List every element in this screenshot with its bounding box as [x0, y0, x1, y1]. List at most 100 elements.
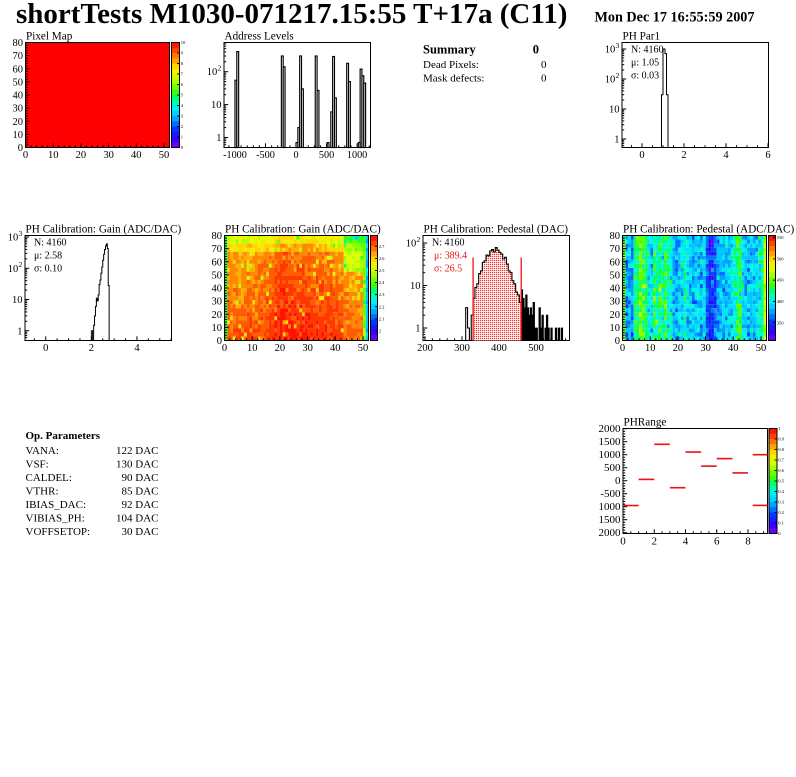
- svg-text:μ: 389.4: μ: 389.4: [434, 251, 467, 262]
- svg-text:2.5: 2.5: [379, 268, 385, 273]
- svg-text:1: 1: [216, 133, 221, 144]
- svg-text:50: 50: [212, 270, 223, 281]
- svg-text:70: 70: [13, 51, 24, 62]
- svg-text:1: 1: [415, 324, 420, 335]
- svg-text:0: 0: [18, 143, 23, 154]
- svg-text:0: 0: [620, 536, 626, 548]
- svg-text:1000: 1000: [599, 501, 622, 513]
- svg-text:85 DAC: 85 DAC: [122, 486, 159, 498]
- svg-text:0: 0: [620, 343, 625, 354]
- svg-text:2000: 2000: [599, 527, 622, 539]
- svg-text:20: 20: [76, 150, 87, 161]
- svg-text:2: 2: [89, 343, 94, 354]
- svg-text:10: 10: [8, 233, 19, 244]
- svg-text:IBIAS_DAC:: IBIAS_DAC:: [26, 499, 87, 511]
- svg-text:50: 50: [610, 270, 621, 281]
- svg-text:50: 50: [159, 150, 170, 161]
- svg-text:2: 2: [218, 64, 222, 73]
- svg-text:-1000: -1000: [223, 150, 247, 161]
- svg-text:90 DAC: 90 DAC: [122, 472, 159, 484]
- svg-text:0.9: 0.9: [778, 437, 784, 442]
- svg-text:Op. Parameters: Op. Parameters: [26, 430, 101, 442]
- svg-text:CALDEL:: CALDEL:: [26, 472, 72, 484]
- svg-text:2: 2: [379, 328, 382, 333]
- svg-text:4: 4: [134, 343, 140, 354]
- svg-text:80: 80: [610, 231, 621, 242]
- svg-text:500: 500: [604, 462, 621, 474]
- svg-text:N: 4160: N: 4160: [432, 238, 465, 249]
- svg-text:10: 10: [605, 75, 616, 86]
- svg-text:VANA:: VANA:: [26, 445, 59, 457]
- svg-text:3: 3: [616, 41, 620, 50]
- svg-text:30: 30: [103, 150, 114, 161]
- svg-text:10: 10: [609, 105, 620, 116]
- svg-text:6: 6: [765, 150, 770, 161]
- svg-text:80: 80: [13, 38, 24, 49]
- svg-text:60: 60: [212, 257, 223, 268]
- svg-text:0: 0: [181, 145, 184, 150]
- svg-text:70: 70: [610, 244, 621, 255]
- svg-text:1: 1: [614, 135, 619, 146]
- svg-text:N: 4160: N: 4160: [34, 238, 67, 249]
- svg-text:PH Calibration: Pedestal (DAC): PH Calibration: Pedestal (DAC): [424, 223, 569, 235]
- svg-text:50: 50: [756, 343, 767, 354]
- svg-text:3: 3: [19, 229, 23, 238]
- svg-text:92 DAC: 92 DAC: [122, 499, 159, 511]
- svg-text:2: 2: [681, 150, 686, 161]
- svg-text:0: 0: [615, 336, 620, 347]
- svg-text:10: 10: [406, 239, 417, 250]
- svg-text:40: 40: [330, 343, 341, 354]
- svg-text:9: 9: [181, 51, 184, 56]
- svg-text:σ: 26.5: σ: 26.5: [434, 264, 462, 275]
- svg-text:10: 10: [212, 323, 223, 334]
- svg-text:200: 200: [417, 343, 433, 354]
- svg-text:2: 2: [651, 536, 657, 548]
- svg-text:40: 40: [13, 91, 24, 102]
- svg-text:0.1: 0.1: [778, 521, 784, 526]
- svg-text:0: 0: [541, 73, 547, 85]
- svg-text:10: 10: [12, 295, 23, 306]
- svg-text:60: 60: [610, 257, 621, 268]
- svg-text:50: 50: [358, 343, 369, 354]
- svg-text:10: 10: [247, 343, 258, 354]
- svg-text:1: 1: [778, 426, 781, 431]
- svg-text:30: 30: [302, 343, 313, 354]
- svg-text:PHRange: PHRange: [624, 416, 667, 428]
- svg-text:8: 8: [745, 536, 751, 548]
- svg-text:Address Levels: Address Levels: [225, 30, 294, 42]
- svg-text:10: 10: [410, 281, 421, 292]
- svg-text:50: 50: [13, 77, 24, 88]
- svg-text:0: 0: [43, 343, 48, 354]
- svg-text:10: 10: [8, 264, 19, 275]
- svg-text:450: 450: [777, 278, 785, 283]
- svg-text:3: 3: [181, 114, 184, 119]
- svg-text:2.4: 2.4: [379, 280, 385, 285]
- svg-text:40: 40: [131, 150, 142, 161]
- svg-text:5: 5: [181, 93, 184, 98]
- svg-text:30: 30: [610, 297, 621, 308]
- svg-text:10: 10: [610, 323, 621, 334]
- svg-text:400: 400: [491, 343, 507, 354]
- svg-text:40: 40: [728, 343, 739, 354]
- svg-text:0: 0: [615, 475, 621, 487]
- svg-text:Pixel Map: Pixel Map: [26, 30, 73, 42]
- svg-text:30: 30: [212, 297, 223, 308]
- svg-text:80: 80: [212, 231, 223, 242]
- svg-text:2.1: 2.1: [379, 316, 385, 321]
- svg-text:40: 40: [212, 284, 223, 295]
- svg-text:500: 500: [528, 343, 544, 354]
- svg-text:0.2: 0.2: [778, 510, 784, 515]
- svg-text:4: 4: [723, 150, 729, 161]
- svg-text:Dead Pixels:: Dead Pixels:: [423, 59, 479, 71]
- svg-text:0.8: 0.8: [778, 447, 784, 452]
- svg-text:60: 60: [13, 64, 24, 75]
- svg-text:4: 4: [181, 103, 184, 108]
- svg-text:4: 4: [683, 536, 689, 548]
- svg-text:σ: 0.03: σ: 0.03: [631, 71, 659, 82]
- svg-text:0: 0: [778, 531, 781, 536]
- svg-text:10: 10: [48, 150, 59, 161]
- svg-text:6: 6: [181, 82, 184, 87]
- svg-text:500: 500: [319, 150, 334, 161]
- svg-text:2: 2: [19, 260, 23, 269]
- svg-text:300: 300: [454, 343, 470, 354]
